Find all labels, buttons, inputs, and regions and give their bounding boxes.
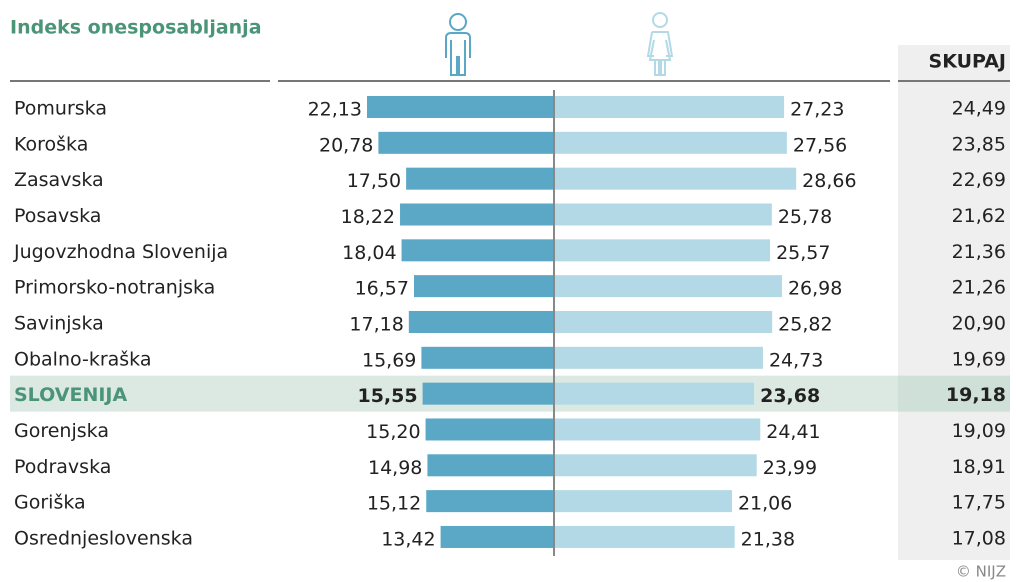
total-value: 21,62 — [952, 205, 1006, 227]
value-label-female: 21,38 — [741, 528, 795, 550]
value-label-male: 15,12 — [367, 493, 421, 515]
total-header: SKUPAJ — [929, 51, 1006, 73]
male-icon — [445, 13, 471, 76]
category-label: Zasavska — [14, 169, 104, 191]
total-value: 17,08 — [952, 527, 1006, 549]
category-label: Podravska — [14, 456, 111, 478]
total-value: 17,75 — [952, 492, 1006, 514]
highlight-band-total — [898, 375, 1010, 412]
bar-female — [554, 131, 787, 154]
total-value: 19,18 — [946, 384, 1006, 406]
value-label-male: 16,57 — [355, 278, 409, 300]
bar-male — [427, 454, 554, 477]
value-label-female: 25,78 — [778, 206, 832, 228]
value-label-male: 18,04 — [342, 242, 396, 264]
total-column-bg — [898, 45, 1010, 560]
bar-male — [440, 525, 554, 548]
value-label-female: 27,56 — [793, 134, 847, 156]
total-value: 19,09 — [952, 420, 1006, 442]
bar-male — [421, 346, 554, 369]
total-value: 21,36 — [952, 241, 1006, 263]
bar-male — [426, 490, 554, 513]
category-label: Jugovzhodna Slovenija — [13, 241, 228, 263]
value-label-female: 24,41 — [766, 421, 820, 443]
total-value: 19,69 — [952, 348, 1006, 370]
bar-male — [406, 167, 554, 190]
bar-male — [408, 310, 554, 333]
total-value: 20,90 — [952, 312, 1006, 334]
bar-female — [554, 96, 785, 118]
source: © NIJZ — [956, 563, 1006, 581]
bar-female — [554, 346, 763, 369]
bar-male — [401, 239, 554, 262]
bar-male — [400, 203, 554, 226]
category-label: Gorenjska — [14, 420, 109, 442]
total-value: 24,49 — [952, 98, 1006, 120]
value-label-male: 18,22 — [341, 206, 395, 228]
chart-title: Indeks onesposabljanja — [10, 17, 262, 39]
bar-male — [378, 131, 554, 154]
category-label: Goriška — [14, 492, 86, 514]
value-label-female: 25,82 — [778, 313, 832, 335]
bar-male — [367, 96, 554, 118]
value-label-male: 15,20 — [366, 421, 420, 443]
total-value: 18,91 — [952, 456, 1006, 478]
category-label: Savinjska — [14, 312, 104, 334]
category-label: Osrednjeslovenska — [14, 527, 193, 549]
category-label: Primorsko-notranjska — [14, 277, 215, 299]
value-label-male: 14,98 — [368, 457, 422, 479]
value-label-male: 13,42 — [381, 528, 435, 550]
female-icon — [646, 12, 674, 76]
value-label-female: 24,73 — [769, 349, 823, 371]
bar-male — [413, 275, 554, 298]
category-label: SLOVENIJA — [14, 384, 127, 406]
value-label-female: 23,68 — [760, 385, 820, 407]
bar-male — [425, 418, 554, 441]
bar-male — [422, 382, 554, 405]
value-label-male: 15,55 — [357, 385, 417, 407]
bar-female — [554, 490, 732, 513]
value-label-female: 21,06 — [738, 493, 792, 515]
bar-female — [554, 310, 773, 333]
category-label: Koroška — [14, 133, 88, 155]
value-label-female: 26,98 — [788, 278, 842, 300]
bar-female — [554, 167, 797, 190]
value-label-female: 27,23 — [790, 99, 844, 121]
bar-female — [554, 382, 755, 405]
value-label-female: 25,57 — [776, 242, 830, 264]
value-label-male: 17,50 — [347, 170, 401, 192]
bar-female — [554, 454, 757, 477]
value-label-female: 23,99 — [763, 457, 817, 479]
bar-female — [554, 275, 782, 298]
value-label-male: 22,13 — [308, 99, 362, 121]
value-label-male: 20,78 — [319, 134, 373, 156]
total-value: 21,26 — [952, 277, 1006, 299]
bar-female — [554, 525, 735, 548]
category-label: Obalno-kraška — [14, 348, 151, 370]
bar-female — [554, 203, 772, 226]
value-label-female: 28,66 — [802, 170, 856, 192]
bar-female — [554, 418, 761, 441]
value-label-male: 17,18 — [349, 313, 403, 335]
bar-female — [554, 239, 771, 262]
total-value: 22,69 — [952, 169, 1006, 191]
total-value: 23,85 — [952, 133, 1006, 155]
category-label: Posavska — [14, 205, 101, 227]
value-label-male: 15,69 — [362, 349, 416, 371]
category-label: Pomurska — [14, 98, 107, 120]
